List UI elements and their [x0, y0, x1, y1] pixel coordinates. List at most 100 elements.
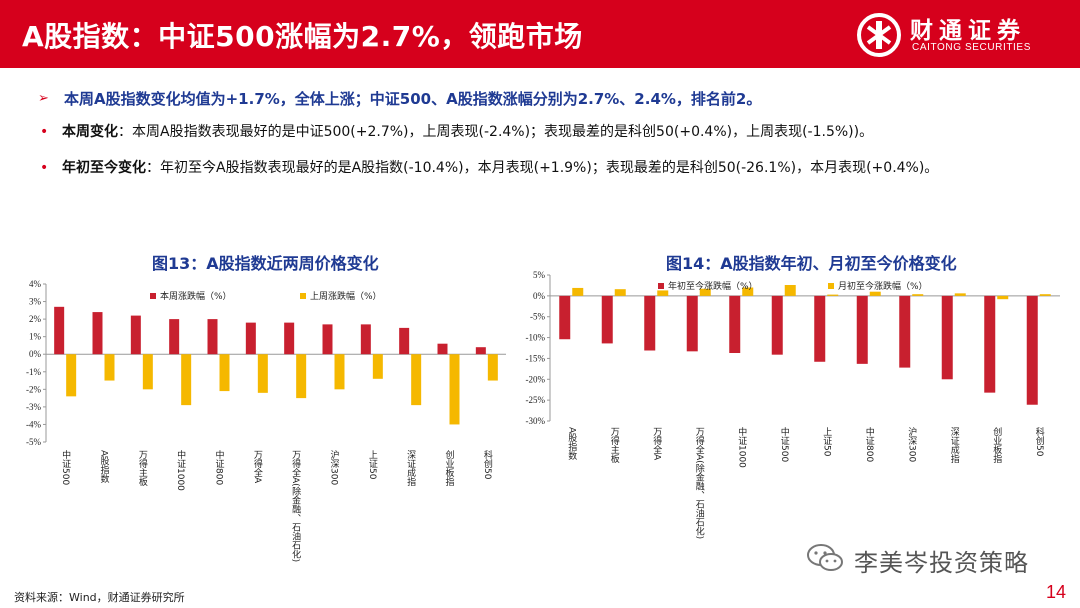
chart13-bar-series2: [142, 354, 153, 390]
ytd-text: ：年初至今A股指数表现最好的是A股指数(-10.4%)，本月表现(+1.9%)；…: [146, 160, 939, 176]
chart13-category-label: 科创50: [482, 449, 493, 480]
chart13-legend-label: 本周涨跌幅（%）: [160, 290, 232, 302]
main-bullet: ➢ 本周A股指数变化均值为+1.7%，全体上涨；中证500、A股指数涨幅分别为2…: [38, 84, 1058, 114]
chart13-category-label: 创业板指: [444, 449, 455, 487]
chart13-bar-series1: [245, 322, 256, 355]
chart14-bar-series2: [699, 288, 711, 296]
chart14-y-tick-label: 0%: [533, 291, 546, 301]
chart14-bar-series1: [856, 295, 868, 364]
chart13-bar-series2: [334, 354, 345, 390]
chart13-bar-series1: [169, 319, 180, 355]
chart14-category-label: 上证50: [821, 427, 832, 457]
chart13-y-tick-label: 4%: [29, 279, 42, 289]
chart13-bar-series2: [257, 354, 268, 393]
weekly-label: 本周变化: [62, 124, 118, 140]
chart14-legend-label: 年初至今涨跌幅（%）: [668, 280, 758, 292]
chart13-bar-series1: [475, 347, 486, 355]
ytd-bullet: • 年初至今变化：年初至今A股指数表现最好的是A股指数(-10.4%)，本月表现…: [38, 150, 1058, 186]
chart14-category-label: 万得主板: [609, 427, 620, 464]
page-number: 14: [1046, 582, 1067, 602]
chart13-bar-series1: [322, 324, 333, 355]
chart13-bar-series2: [181, 354, 192, 406]
chart13-y-tick-label: 1%: [29, 332, 42, 342]
chart13-bar-series2: [487, 354, 498, 381]
chart14-bar-series1: [559, 295, 571, 340]
chart13-bar-series1: [284, 322, 295, 355]
ytd-label: 年初至今变化: [62, 160, 146, 176]
chart13-y-tick-label: -2%: [26, 384, 41, 394]
chart14-category-label: 中证800: [864, 426, 875, 463]
chart13-bar-series2: [219, 354, 230, 392]
chart13-category-label: 万得主板: [137, 450, 148, 487]
page-title: A股指数：中证500涨幅为2.7%，领跑市场: [22, 20, 583, 53]
chart13-bar-series1: [360, 324, 371, 355]
chart14-y-tick-label: -25%: [526, 395, 546, 405]
chart14-bar-series1: [1026, 295, 1038, 405]
chart14-category-label: 万得全A: [651, 427, 662, 461]
weekly-text: ：本周A股指数表现最好的是中证500(+2.7%)，上周表现(-2.4%)；表现…: [118, 124, 874, 140]
wechat-icon: [807, 544, 843, 571]
summary-bullets: ➢ 本周A股指数变化均值为+1.7%，全体上涨；中证500、A股指数涨幅分别为2…: [38, 84, 1058, 186]
chart14-y-tick-label: -20%: [526, 374, 546, 384]
chart14-bar-series2: [912, 294, 924, 296]
chart14-bar-series2: [657, 290, 669, 296]
chart13-title: 图13：A股指数近两周价格变化: [152, 254, 379, 273]
chart14-category-label: 创业板指: [991, 426, 1002, 464]
bullet-dot: •: [40, 124, 49, 140]
chart14-bar-series1: [729, 295, 741, 354]
logo-chinese-name: 财通证券: [910, 18, 1026, 44]
chart14-y-tick-label: -30%: [526, 416, 546, 426]
chart13-bar-series2: [372, 354, 383, 379]
chart13-category-label: 中证500: [60, 449, 71, 486]
chart14-bar-series2: [827, 294, 839, 296]
chart13-category-label: 上证50: [367, 450, 378, 480]
chart13-category-label: 万得全A(除金融、石油石化): [290, 450, 301, 562]
chart13-legend-swatch: [300, 293, 306, 299]
chart14-category-label: 中证500: [779, 426, 790, 463]
chart14-bar-series2: [997, 295, 1009, 300]
chart14-bar-series1: [601, 295, 613, 344]
chart14-bar-series1: [899, 295, 911, 368]
chart13-bar-series1: [54, 306, 65, 355]
chart13-y-tick-label: 0%: [29, 349, 42, 359]
chart13-category-label: 沪深300: [329, 449, 340, 486]
chart14-y-tick-label: -5%: [530, 312, 545, 322]
chart14-bar-series2: [1039, 294, 1051, 296]
chart13-y-tick-label: -1%: [26, 367, 41, 377]
chart14-category-label: 深证成指: [949, 427, 960, 464]
weekly-bullet: • 本周变化：本周A股指数表现最好的是中证500(+2.7%)，上周表现(-2.…: [38, 114, 1058, 150]
chart14-y-tick-label: -15%: [526, 353, 546, 363]
chart14-bar-series2: [614, 289, 626, 296]
chart14-legend-swatch: [658, 283, 664, 289]
chart13-bar-series1: [92, 312, 103, 355]
chart14-ytd-change: 5% 0% -5% -10% -15% -20% -25% -30% A股指数 万得主板 万得全A 万…: [526, 270, 1060, 539]
chart14-category-label: A股指数: [566, 427, 577, 461]
chart13-bar-series2: [411, 354, 422, 406]
chart13-legend-label: 上周涨跌幅（%）: [310, 290, 382, 302]
main-bullet-text: 本周A股指数变化均值为+1.7%，全体上涨；中证500、A股指数涨幅分别为2.7…: [64, 90, 762, 108]
chart13-bar-series1: [207, 319, 218, 355]
watermark-text: 李美岑投资策略: [854, 549, 1029, 577]
chart13-category-label: 中证1000: [175, 449, 186, 491]
chart14-y-tick-label: -10%: [526, 333, 546, 343]
chart13-bar-series1: [130, 315, 141, 355]
chart13-bar-series2: [296, 354, 307, 399]
caitong-logo-icon: [857, 13, 901, 57]
chart13-y-tick-label: -4%: [26, 419, 41, 429]
chart14-bar-series1: [984, 295, 996, 393]
chart13-y-tick-label: -3%: [26, 402, 41, 412]
page-header: A股指数：中证500涨幅为2.7%，领跑市场 财通证券 CAITONG SECU…: [0, 0, 1080, 68]
chart13-category-label: 深证成指: [405, 450, 416, 487]
bullet-dot: •: [40, 160, 49, 176]
chart14-category-label: 万得全A(除金融、石油石化): [694, 427, 705, 539]
chart14-bar-series1: [814, 295, 826, 362]
chart14-category-label: 沪深300: [906, 426, 917, 463]
chart13-y-tick-label: -5%: [26, 437, 41, 447]
company-logo: 财通证券 CAITONG SECURITIES: [856, 8, 1066, 62]
chart14-legend-swatch: [828, 283, 834, 289]
chart14-bar-series1: [686, 295, 698, 352]
chart14-legend-label: 月初至今涨跌幅（%）: [838, 280, 928, 292]
chart14-bar-series2: [784, 285, 796, 296]
chart13-legend-swatch: [150, 293, 156, 299]
logo-english-name: CAITONG SECURITIES: [912, 42, 1031, 53]
